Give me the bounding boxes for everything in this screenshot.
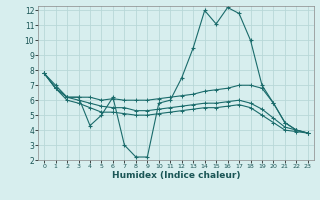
X-axis label: Humidex (Indice chaleur): Humidex (Indice chaleur) bbox=[112, 171, 240, 180]
